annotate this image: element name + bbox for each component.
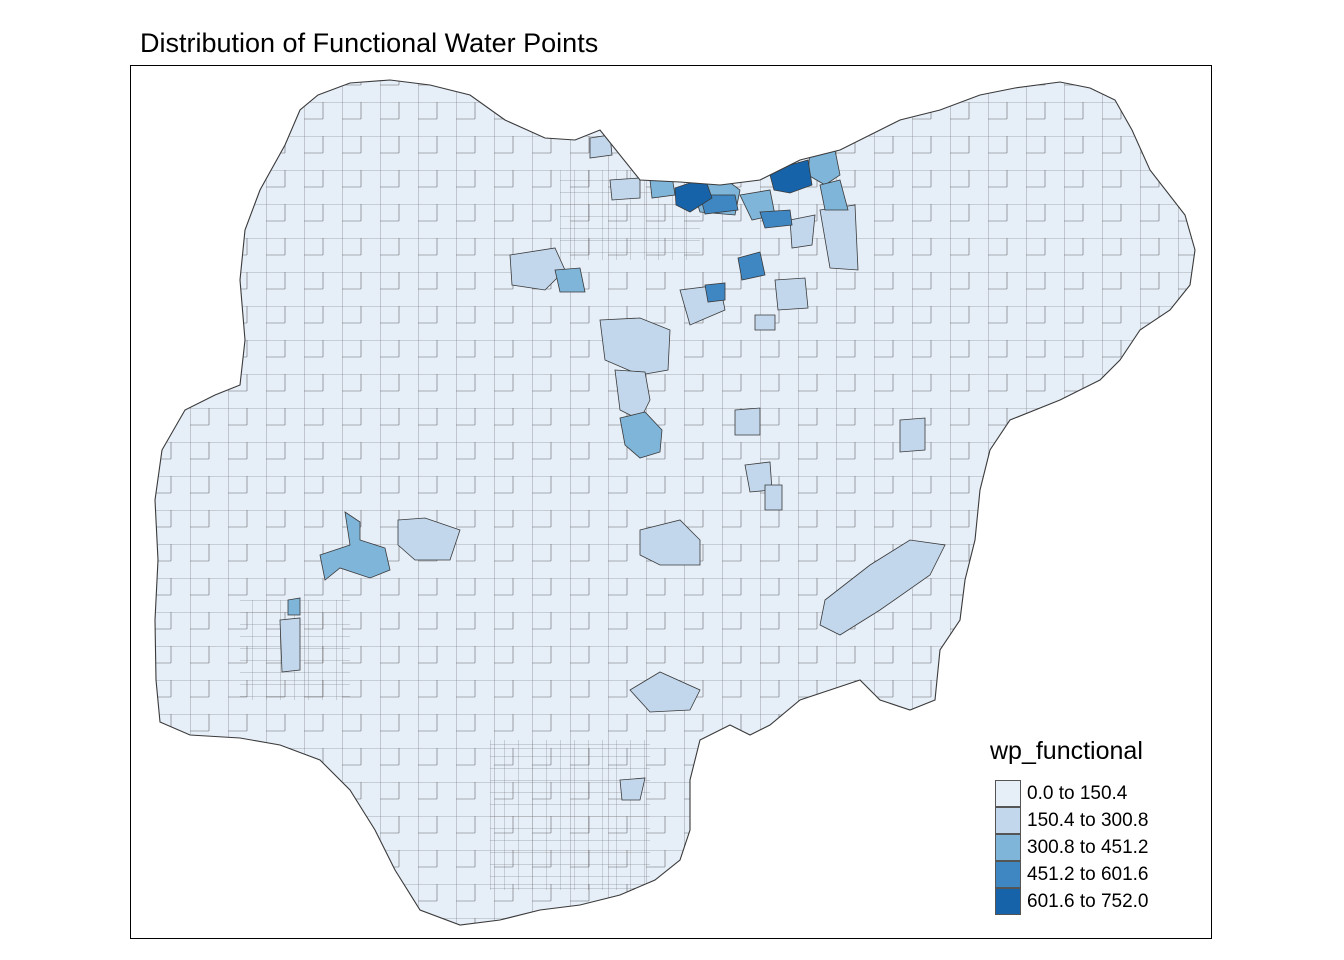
legend-label: 601.6 to 752.0 xyxy=(1027,890,1149,912)
lga-boundaries-dense-south xyxy=(490,740,650,890)
legend-label: 150.4 to 300.8 xyxy=(1027,809,1149,831)
legend-swatch xyxy=(995,888,1021,915)
regions-class-2 xyxy=(279,134,946,801)
legend-swatch xyxy=(995,861,1021,888)
map-frame xyxy=(130,65,1212,939)
legend-swatch xyxy=(995,780,1021,807)
legend-row: 601.6 to 752.0 xyxy=(990,888,1190,915)
legend-title: wp_functional xyxy=(990,737,1143,765)
regions-class-5 xyxy=(674,159,813,213)
legend-label: 451.2 to 601.6 xyxy=(1027,863,1149,885)
map-legend: wp_functional 0.0 to 150.4 150.4 to 300.… xyxy=(990,736,1190,915)
legend-row: 300.8 to 451.2 xyxy=(990,834,1190,861)
legend-label: 0.0 to 150.4 xyxy=(1027,782,1128,804)
legend-swatch xyxy=(995,807,1021,834)
map-title: Distribution of Functional Water Points xyxy=(140,28,599,58)
legend-rows: 0.0 to 150.4 150.4 to 300.8 300.8 to 451… xyxy=(990,780,1190,915)
legend-label: 300.8 to 451.2 xyxy=(1027,836,1149,858)
legend-swatch xyxy=(995,834,1021,861)
legend-row: 150.4 to 300.8 xyxy=(990,807,1190,834)
legend-row: 451.2 to 601.6 xyxy=(990,861,1190,888)
legend-row: 0.0 to 150.4 xyxy=(990,780,1190,807)
